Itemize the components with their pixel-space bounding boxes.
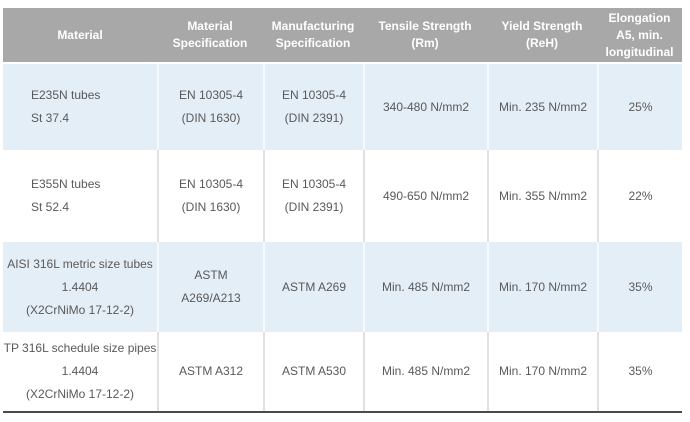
cell-tensile-strength: Min. 485 N/mm2 <box>363 242 487 332</box>
cell-material: AISI 316L metric size tubes 1.4404 (X2CrNi… <box>3 242 157 332</box>
cell-manufacturing-specification: ASTM A530 <box>263 332 363 411</box>
cell-tensile-strength: 490-650 N/mm2 <box>363 150 487 242</box>
column-header-tensile-strength: Tensile Strength (Rm) <box>363 8 487 62</box>
text-line: 35% <box>628 364 653 378</box>
cell-yield-strength: Min. 170 N/mm2 <box>487 332 597 411</box>
text-line: AISI 316L metric size tubes <box>7 256 153 271</box>
text-line: (Rm) <box>411 36 439 50</box>
cell-elongation: 25% <box>597 64 682 150</box>
table-row: AISI 316L metric size tubes 1.4404 (X2CrNi… <box>3 242 682 332</box>
cell-yield-strength: Min. 235 N/mm2 <box>487 64 597 150</box>
text-line: E235N tubes <box>31 88 101 102</box>
text-line: 340-480 N/mm2 <box>382 99 470 114</box>
text-line: Manufacturing <box>271 19 355 33</box>
text-line: (DIN 1630) <box>181 111 241 125</box>
text-line: Min. 235 N/mm2 <box>498 99 588 114</box>
text-line: EN 10305-4 <box>281 177 347 191</box>
text-line: Specification <box>172 36 248 50</box>
text-line: A269/A213 <box>181 291 241 305</box>
text-line: ASTM A312 <box>178 364 244 378</box>
text-line: Min. 170 N/mm2 <box>498 364 588 378</box>
column-header-yield-strength: Yield Strength (ReH) <box>487 8 597 62</box>
text-line: 35% <box>628 279 653 294</box>
cell-tensile-strength: Min. 485 N/mm2 <box>363 332 487 411</box>
text-line: (X2CrNiMo 17-12-2) <box>25 302 135 317</box>
table-body: E235N tubes St 37.4 EN 10305-4 (DIN 1630) EN… <box>3 64 682 411</box>
table-row: E355N tubes St 52.4 EN 10305-4 (DIN 1630) EN… <box>3 150 682 242</box>
text-line: (ReH) <box>526 36 558 50</box>
text-line: (X2CrNiMo 17-12-2) <box>25 387 135 401</box>
cell-yield-strength: Min. 355 N/mm2 <box>487 150 597 242</box>
cell-manufacturing-specification: EN 10305-4 (DIN 2391) <box>263 64 363 150</box>
text-line: TP 316L schedule size pipes <box>3 341 157 355</box>
cell-material-specification: EN 10305-4 (DIN 1630) <box>157 150 263 242</box>
text-line: 1.4404 <box>61 364 99 378</box>
text-line: St 37.4 <box>31 111 70 125</box>
column-header-material-specification: Material Specification <box>157 8 263 62</box>
column-header-material: Material <box>3 8 157 62</box>
cell-manufacturing-specification: ASTM A269 <box>263 242 363 332</box>
cell-manufacturing-specification: EN 10305-4 (DIN 2391) <box>263 150 363 242</box>
text-line: E355N tubes <box>31 177 101 191</box>
cell-material-specification: ASTM A312 <box>157 332 263 411</box>
cell-material-specification: EN 10305-4 (DIN 1630) <box>157 64 263 150</box>
text-line: 1.4404 <box>61 279 99 294</box>
text-line: EN 10305-4 <box>281 88 347 102</box>
cell-tensile-strength: 340-480 N/mm2 <box>363 64 487 150</box>
cell-elongation: 22% <box>597 150 682 242</box>
text-line: Specification <box>275 36 351 50</box>
text-line: Material <box>187 19 233 33</box>
cell-elongation: 35% <box>597 242 682 332</box>
text-line: Yield Strength <box>501 19 583 33</box>
cell-material-specification: ASTM A269/A213 <box>157 242 263 332</box>
text-line: Min. 485 N/mm2 <box>381 279 471 294</box>
text-line: longitudinal <box>605 44 674 59</box>
text-line: Elongation <box>608 10 671 25</box>
cell-material: TP 316L schedule size pipes 1.4404 (X2CrNi… <box>3 332 157 411</box>
column-header-elongation: Elongation A5, min. longitudinal <box>597 8 682 62</box>
text-line: ASTM <box>194 268 228 282</box>
table-header-row: Material Material Specification Manufacturi… <box>3 8 682 62</box>
text-line: EN 10305-4 <box>178 88 244 102</box>
text-line: A5, min. <box>616 27 663 42</box>
text-line: (DIN 1630) <box>181 200 241 214</box>
text-line: (DIN 2391) <box>284 111 344 125</box>
text-line: ASTM A530 <box>281 364 347 378</box>
text-line: St 52.4 <box>31 200 70 214</box>
text-line: Min. 485 N/mm2 <box>381 364 471 378</box>
text-line: (DIN 2391) <box>284 200 344 214</box>
column-header-manufacturing-specification: Manufacturing Specification <box>263 8 363 62</box>
text-line: ASTM A269 <box>281 279 347 294</box>
cell-yield-strength: Min. 170 N/mm2 <box>487 242 597 332</box>
text-line: Tensile Strength <box>378 19 472 33</box>
cell-material: E235N tubes St 37.4 <box>3 64 157 150</box>
text-line: Min. 355 N/mm2 <box>498 188 588 203</box>
cell-elongation: 35% <box>597 332 682 411</box>
text-line: EN 10305-4 <box>178 177 244 191</box>
text-line: 25% <box>628 99 653 114</box>
text-line: Min. 170 N/mm2 <box>498 279 588 294</box>
material-spec-table: Material Material Specification Manufacturi… <box>3 8 682 413</box>
cell-material: E355N tubes St 52.4 <box>3 150 157 242</box>
text-line: 490-650 N/mm2 <box>382 188 470 203</box>
table-row: TP 316L schedule size pipes 1.4404 (X2CrNi… <box>3 332 682 411</box>
text-line: Material <box>57 27 103 42</box>
text-line: 22% <box>628 188 653 203</box>
table-row: E235N tubes St 37.4 EN 10305-4 (DIN 1630) EN… <box>3 64 682 150</box>
